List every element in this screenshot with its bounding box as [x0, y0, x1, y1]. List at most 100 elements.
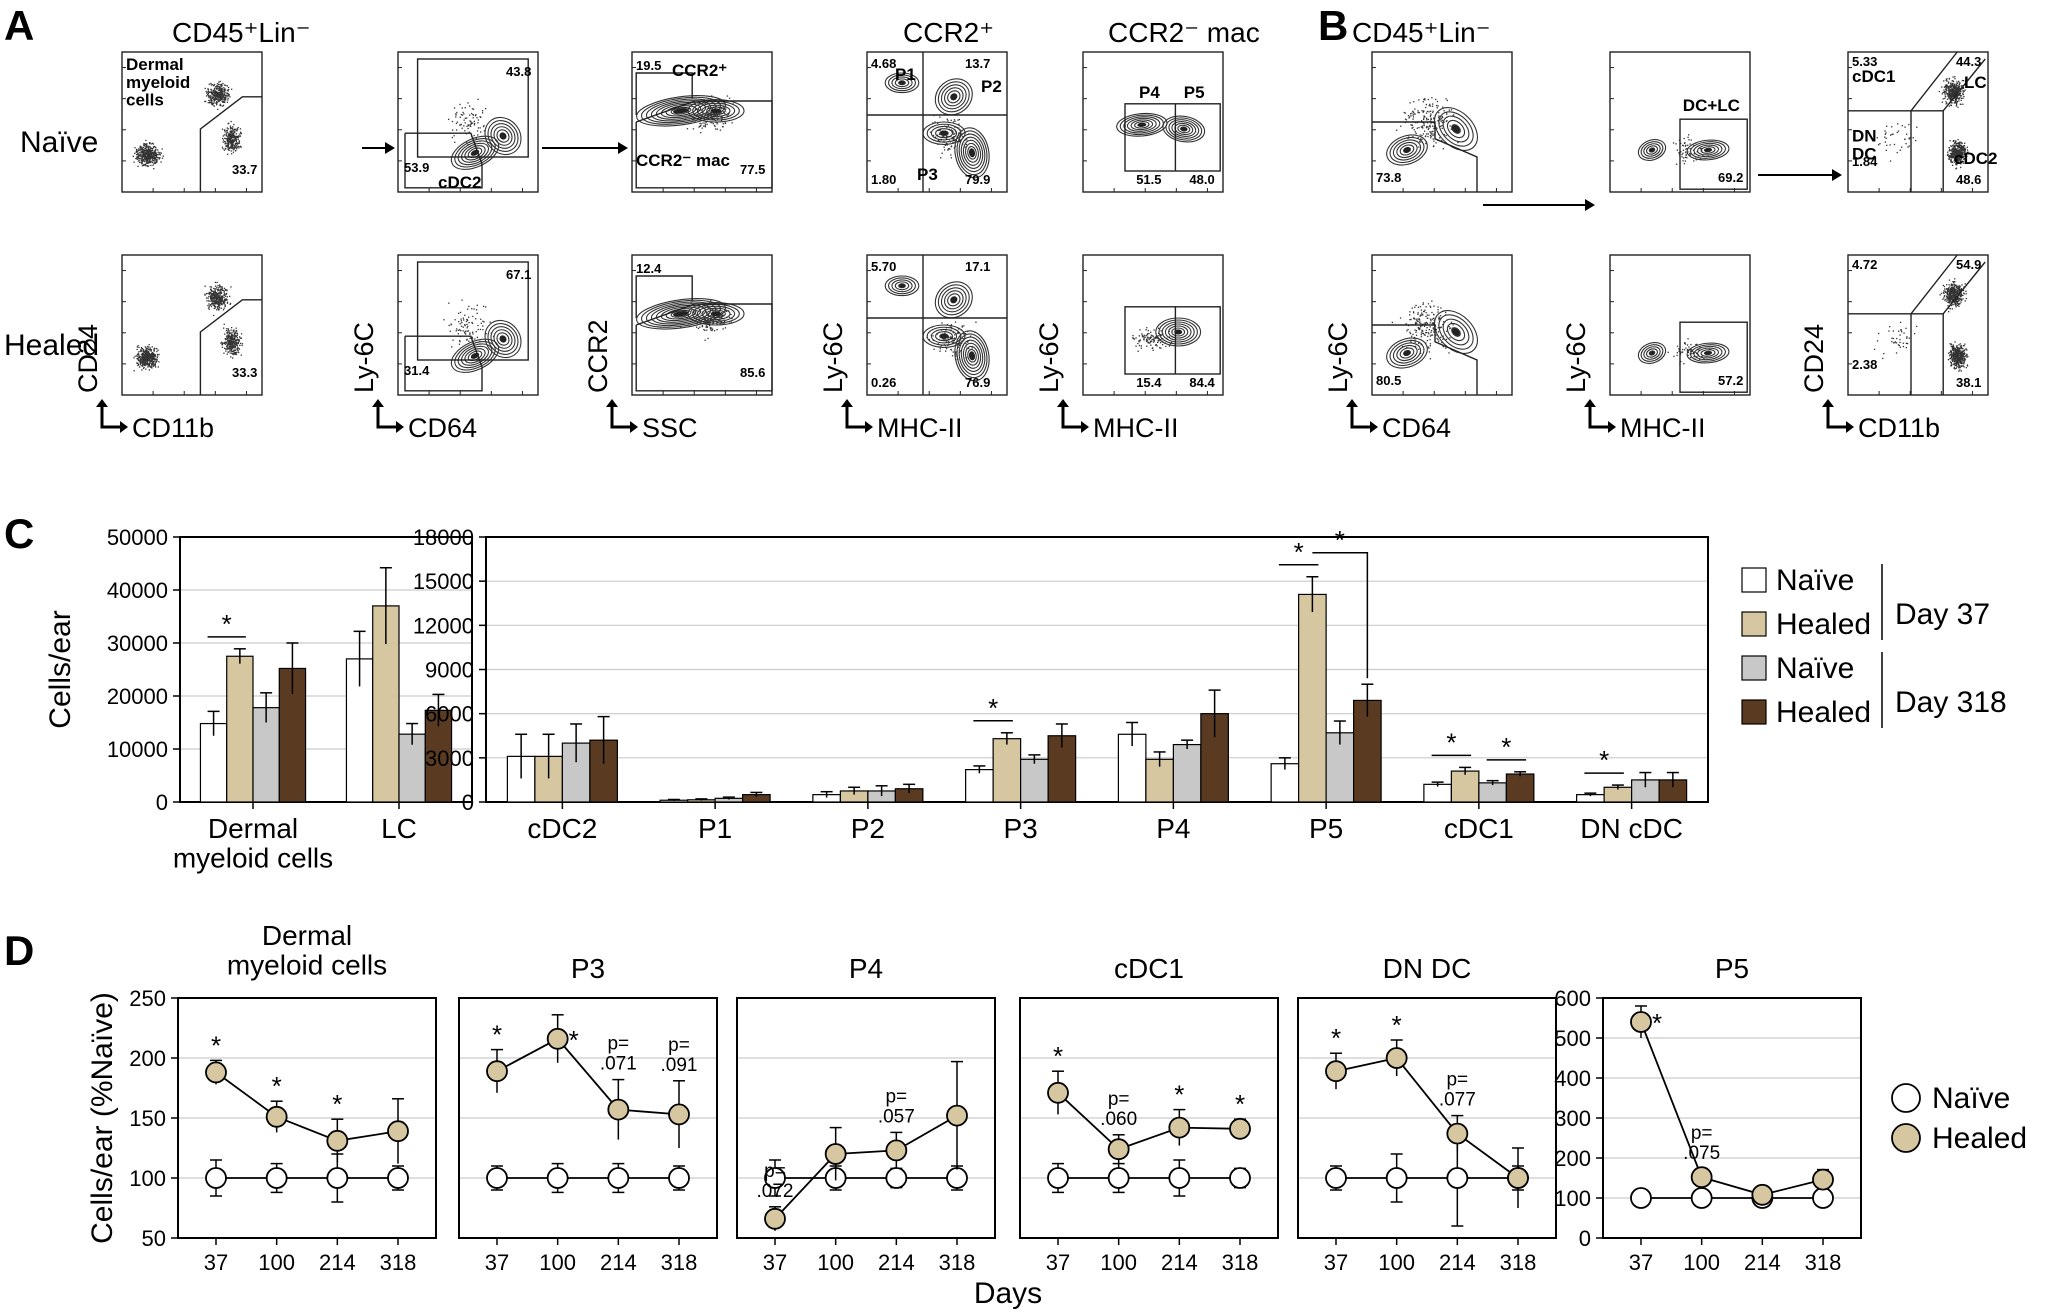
quadrant-label: P1 [895, 65, 916, 84]
event-dot [1958, 88, 1960, 90]
event-dot [134, 355, 136, 357]
event-dot [212, 99, 215, 101]
event-dot [1437, 331, 1440, 333]
event-dot [152, 161, 154, 164]
event-dot [1446, 120, 1448, 122]
event-dot [143, 144, 146, 147]
event-dot [1956, 145, 1959, 147]
event-dot [949, 326, 951, 328]
event-dot [1421, 134, 1423, 137]
event-dot [1962, 90, 1964, 92]
event-dot [1953, 93, 1955, 95]
event-dot [231, 144, 233, 146]
event-dot [1959, 144, 1961, 146]
event-dot [234, 335, 237, 337]
event-dot [140, 353, 143, 356]
event-dot [1958, 149, 1960, 151]
event-dot [233, 330, 235, 332]
event-dot [151, 359, 154, 361]
event-dot [1889, 160, 1892, 162]
event-dot [928, 339, 931, 341]
event-dot [220, 83, 223, 85]
event-dot [1703, 358, 1705, 360]
event-dot [135, 151, 137, 153]
event-dot [228, 94, 230, 96]
event-dot [1951, 80, 1953, 82]
event-dot [144, 158, 146, 160]
event-dot [155, 162, 157, 164]
event-dot [233, 130, 236, 133]
event-dot [208, 303, 210, 305]
contour-core [950, 296, 958, 304]
event-dot [216, 98, 218, 101]
event-dot [235, 142, 237, 145]
event-dot [147, 146, 150, 148]
event-dot [228, 149, 230, 151]
event-dot [236, 129, 238, 132]
event-dot [138, 356, 140, 359]
event-dot [1948, 105, 1950, 107]
event-dot [1675, 143, 1677, 145]
contour-line [1396, 141, 1418, 159]
event-dot [226, 85, 228, 87]
event-dot [234, 349, 236, 351]
event-dot [144, 351, 146, 353]
event-dot [1945, 101, 1947, 103]
event-dot [1419, 314, 1422, 316]
event-dot [1955, 102, 1957, 104]
event-dot [147, 347, 149, 350]
event-dot [235, 139, 237, 141]
event-dot [722, 106, 724, 108]
event-dot [224, 293, 226, 295]
contour-line [1637, 342, 1667, 364]
event-dot [1952, 80, 1955, 82]
event-dot [1429, 115, 1431, 117]
event-dot [214, 95, 216, 97]
event-dot [140, 146, 142, 148]
event-dot [1699, 147, 1701, 150]
event-dot [154, 354, 156, 356]
event-dot [1151, 335, 1154, 337]
event-dot [1958, 292, 1960, 294]
event-dot [1946, 102, 1948, 104]
event-dot [1423, 118, 1425, 121]
event-dot [232, 145, 234, 147]
event-dot [1947, 85, 1949, 87]
event-dot [1138, 335, 1140, 337]
event-dot [714, 125, 716, 128]
event-dot [1428, 111, 1430, 113]
event-dot [235, 146, 237, 149]
event-dot [1427, 303, 1430, 305]
event-dot [211, 297, 213, 299]
event-dot [953, 341, 955, 343]
event-dot [453, 107, 456, 109]
event-dot [1422, 127, 1424, 129]
event-dot [1963, 149, 1965, 151]
event-dot [144, 146, 146, 148]
gate-value: 48.0 [1189, 172, 1214, 187]
event-dot [233, 329, 235, 331]
event-dot [1954, 91, 1956, 94]
event-dot [1948, 158, 1950, 160]
contour-line [457, 140, 493, 166]
event-dot [215, 292, 217, 294]
event-dot [156, 356, 158, 359]
event-dot [152, 355, 154, 357]
event-dot [1411, 335, 1413, 337]
event-dot [227, 343, 229, 345]
event-dot [217, 85, 219, 87]
event-dot [1955, 287, 1957, 289]
event-dot [233, 333, 236, 335]
event-dot [1954, 100, 1956, 102]
event-dot [228, 143, 230, 145]
event-dot [216, 103, 218, 105]
event-dot [1962, 97, 1964, 99]
event-dot [1678, 348, 1680, 350]
gate [199, 299, 262, 395]
event-dot [938, 129, 940, 131]
event-dot [1951, 102, 1953, 104]
event-dot [1951, 89, 1954, 92]
event-dot [1425, 329, 1427, 332]
contour-line [939, 130, 949, 136]
panel-letter-d: D [4, 927, 34, 974]
